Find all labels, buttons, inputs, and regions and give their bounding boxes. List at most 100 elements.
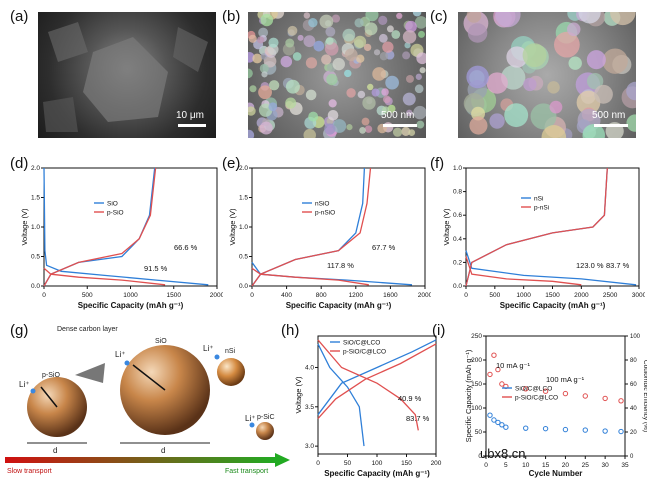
x-tick-label: 2000 bbox=[418, 292, 431, 299]
annotation-1: 83.7 % bbox=[406, 414, 430, 423]
sem-grain bbox=[504, 103, 529, 128]
sem-grain bbox=[466, 65, 489, 89]
sem-grain bbox=[356, 54, 365, 63]
sem-grain bbox=[626, 81, 636, 101]
sem-grain bbox=[248, 106, 256, 116]
legend-label-p-nSi: p-nSi bbox=[534, 205, 549, 212]
sem-grain bbox=[405, 74, 414, 83]
sem-grain bbox=[364, 22, 378, 36]
transport-arrow-bar bbox=[5, 457, 275, 463]
x-tick-label: 1000 bbox=[123, 292, 138, 299]
annotation-1: 66.6 % bbox=[174, 243, 198, 252]
sem-grain bbox=[417, 30, 425, 38]
x-tick-label: 1500 bbox=[545, 292, 560, 299]
legend-label-SiO: SiO bbox=[107, 201, 118, 208]
psic-label: p-SiC bbox=[257, 414, 275, 421]
sem-grain bbox=[268, 80, 280, 91]
sem-grain bbox=[260, 13, 274, 27]
transport-arrow-head bbox=[275, 453, 290, 467]
data-point-p-SiO/C@LCO bbox=[491, 352, 497, 358]
y-tick-label: 4.0 bbox=[305, 364, 314, 371]
sem-grain bbox=[353, 35, 367, 48]
sem-grain bbox=[486, 72, 508, 94]
dense-layer-label: Dense carbon layer bbox=[57, 326, 118, 333]
panel-label-i: (i) bbox=[432, 322, 446, 339]
sem-grain bbox=[261, 71, 268, 78]
y-tick-label: 0.4 bbox=[453, 236, 462, 243]
y-tick-label: 0.5 bbox=[31, 254, 40, 261]
sem-grain bbox=[321, 54, 332, 65]
x-tick-label: 0 bbox=[484, 462, 488, 469]
sem-grain bbox=[522, 43, 547, 68]
dense-carbon-layer-wedge bbox=[75, 363, 105, 383]
x-tick-label: 0 bbox=[250, 292, 254, 299]
chart-f: 0 500 1000 1500 2000 2500 3000 0.0 0.2 0.4 0.6 0.8 1… bbox=[442, 165, 645, 310]
series-line-p-SiO-charge bbox=[43, 167, 157, 287]
sem-grain bbox=[586, 72, 604, 90]
sem-grain bbox=[566, 22, 581, 37]
sem-grain bbox=[305, 57, 318, 69]
sem-grain bbox=[602, 48, 628, 74]
data-point-p-SiO/C@LCO bbox=[495, 366, 501, 373]
data-point-SiO/C@LCO bbox=[491, 417, 497, 423]
sem-grain bbox=[416, 52, 426, 65]
y-tick-label: 2.0 bbox=[31, 165, 40, 172]
sem-grain bbox=[252, 53, 263, 64]
data-point-p-SiO/C@LCO bbox=[523, 386, 529, 392]
y-tick-label: 1.0 bbox=[31, 224, 40, 231]
sem-grain bbox=[402, 51, 411, 60]
diameter-label-1: d bbox=[53, 446, 57, 455]
sem-grain bbox=[344, 48, 358, 62]
series-line-SiO/C@LCO-discharge bbox=[317, 343, 365, 447]
sem-grain bbox=[285, 97, 297, 109]
sem-grain bbox=[495, 12, 521, 28]
sem-grain bbox=[367, 83, 374, 91]
sem-grain bbox=[332, 57, 345, 71]
y-tick-label: 1.5 bbox=[239, 195, 248, 202]
sem-grain bbox=[365, 12, 379, 22]
data-point-p-SiO/C@LCO bbox=[582, 393, 588, 399]
fast-transport-label: Fast transport bbox=[225, 468, 268, 475]
y-tick-label: 0 bbox=[478, 453, 482, 460]
panel-label-c: (c) bbox=[430, 8, 448, 25]
sem-grain bbox=[406, 109, 413, 117]
sem-grain bbox=[327, 110, 339, 121]
series-line-p-nSi-charge bbox=[465, 167, 608, 287]
sem-grain bbox=[303, 35, 316, 48]
psic-sphere bbox=[256, 422, 274, 440]
annotation-0: 40.9 % bbox=[398, 394, 422, 403]
x-axis-label: Specific Capacity (mAh g⁻¹) bbox=[78, 301, 184, 310]
data-point-SiO/C@LCO bbox=[562, 426, 569, 433]
y-tick-label: 150 bbox=[471, 381, 482, 388]
sem-grain bbox=[419, 67, 426, 74]
sem-grain bbox=[568, 56, 582, 70]
chart-e: 0 400 800 1200 1600 2000 0.0 0.5 1.0 1.5 2.0 Specif… bbox=[228, 165, 431, 310]
sem-grain bbox=[467, 23, 488, 43]
series-line-p-SiO/C@LCO-discharge bbox=[317, 339, 419, 431]
sem-grain bbox=[297, 34, 304, 41]
sem-grain bbox=[326, 73, 338, 86]
sem-texture-a bbox=[43, 22, 208, 132]
legend-label-p-SiO/C@LCO: p-SiO/C@LCO bbox=[515, 395, 558, 402]
data-point-SiO/C@LCO bbox=[582, 427, 588, 433]
sem-grain bbox=[382, 41, 394, 53]
sem-grain bbox=[373, 49, 381, 56]
sem-grain bbox=[285, 38, 295, 48]
x-tick-label: 400 bbox=[281, 292, 292, 299]
sem-grain bbox=[385, 75, 399, 90]
sem-grain bbox=[357, 90, 366, 99]
legend-label-SiO/C@LCO: SiO/C@LCO bbox=[515, 386, 552, 393]
data-point-p-SiO/C@LCO bbox=[542, 388, 549, 394]
data-point-p-SiO/C@LCO bbox=[602, 395, 608, 402]
data-point-p-SiO/C@LCO bbox=[562, 390, 569, 397]
sem-grain bbox=[354, 18, 364, 28]
sem-grain bbox=[303, 128, 316, 138]
sem-grain bbox=[305, 89, 317, 101]
data-point-SiO/C@LCO bbox=[503, 424, 509, 430]
y-tick-label: 1.0 bbox=[453, 165, 462, 172]
sem-grain bbox=[364, 125, 373, 133]
y-axis-label: Voltage (V) bbox=[20, 208, 29, 246]
sem-image-c: 500 nm bbox=[458, 12, 636, 138]
sem-grain bbox=[331, 14, 341, 23]
y-tick-label: 2.0 bbox=[239, 165, 248, 172]
